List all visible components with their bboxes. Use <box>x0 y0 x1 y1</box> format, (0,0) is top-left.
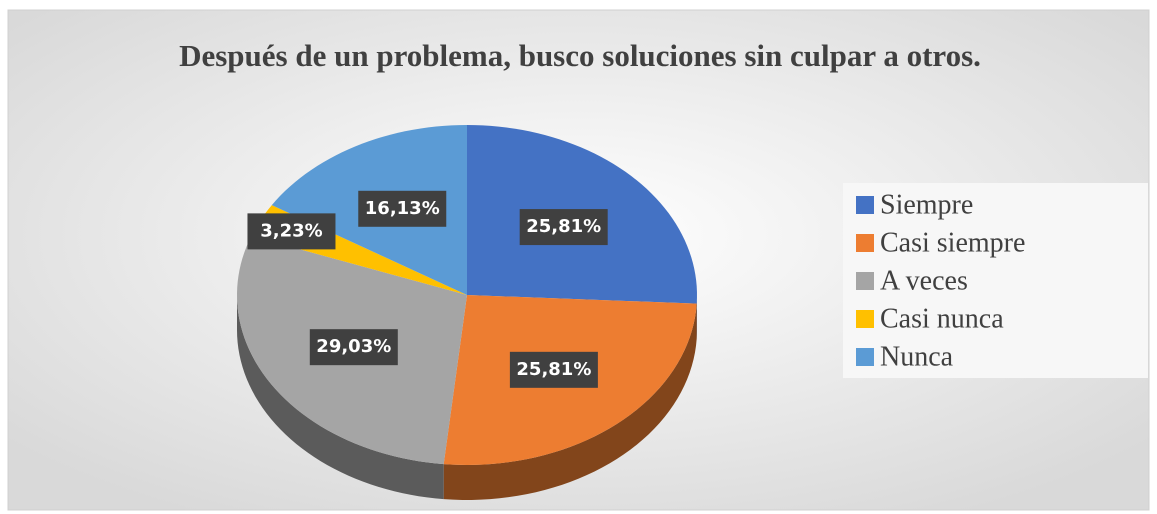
value-label-box <box>247 213 336 250</box>
value-label: 29,03% <box>316 336 391 357</box>
legend-swatch <box>856 234 874 252</box>
legend-label: A veces <box>880 265 968 296</box>
legend-box <box>843 183 1148 378</box>
slice-side <box>237 295 444 500</box>
value-label-box <box>358 190 447 227</box>
value-label: 16,13% <box>365 198 440 219</box>
legend-label: Casi siempre <box>880 227 1025 258</box>
value-label-box <box>509 351 598 388</box>
value-label: 25,81% <box>516 359 591 380</box>
legend-label: Casi nunca <box>880 303 1004 334</box>
legend-label: Siempre <box>880 189 973 220</box>
chart-title: Después de un problema, busco soluciones… <box>179 38 981 73</box>
legend-label: Nunca <box>880 341 954 372</box>
legend-swatch <box>856 272 874 290</box>
slice-side <box>443 303 697 500</box>
legend-swatch <box>856 310 874 328</box>
value-label-box <box>309 329 398 366</box>
value-label: 3,23% <box>260 220 322 241</box>
legend-swatch <box>856 196 874 214</box>
value-label: 25,81% <box>526 216 601 237</box>
value-label-box <box>519 209 608 246</box>
legend-swatch <box>856 348 874 366</box>
